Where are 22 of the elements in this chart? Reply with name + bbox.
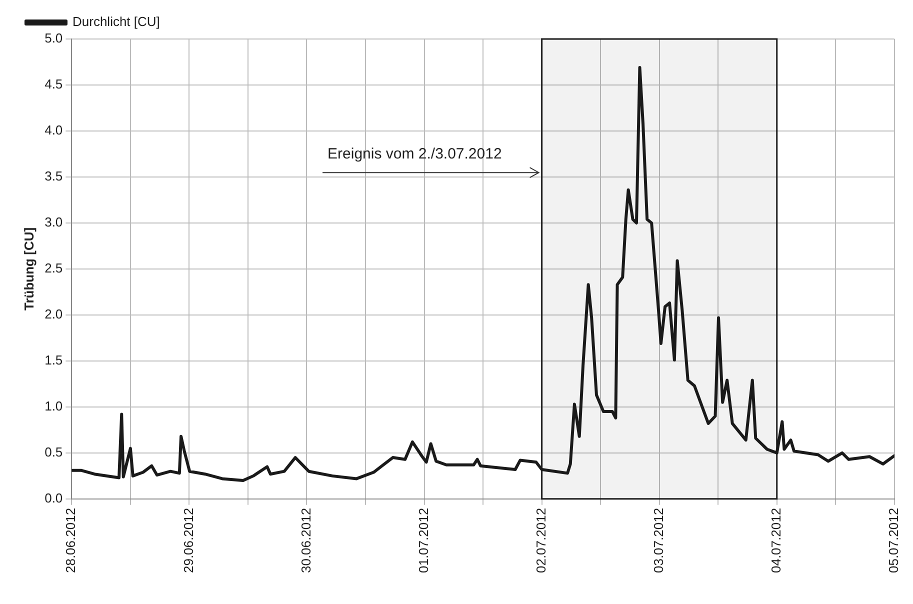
x-tick-label: 02.07.2012 bbox=[533, 508, 548, 574]
x-tick-label: 05.07.2012 bbox=[886, 508, 901, 574]
band-label: Ereignis vom 2./3.07.2012 bbox=[328, 146, 502, 163]
legend-label: Durchlicht [CU] bbox=[72, 14, 160, 30]
y-tick-label: 4.0 bbox=[44, 122, 63, 138]
y-axis-title: Trübung [CU] bbox=[21, 227, 36, 310]
x-tick-label: 01.07.2012 bbox=[416, 508, 431, 574]
y-tick-label: 0.0 bbox=[44, 490, 63, 506]
y-tick-label: 0.5 bbox=[44, 444, 63, 460]
y-tick-label: 5.0 bbox=[44, 30, 63, 46]
y-tick-label: 3.5 bbox=[44, 168, 63, 184]
x-tick-label: 29.06.2012 bbox=[180, 508, 196, 574]
y-tick-label: 1.0 bbox=[44, 398, 63, 414]
y-tick-label: 3.0 bbox=[44, 214, 63, 230]
x-tick-label: 03.07.2012 bbox=[650, 508, 666, 574]
y-tick-label: 4.5 bbox=[44, 76, 63, 92]
x-tick-label: 30.06.2012 bbox=[298, 508, 314, 574]
y-tick-label: 2.5 bbox=[44, 260, 63, 276]
x-tick-label: 04.07.2012 bbox=[768, 508, 784, 574]
y-tick-label: 2.0 bbox=[44, 306, 63, 322]
y-tick-label: 1.5 bbox=[44, 352, 63, 368]
x-tick-label: 28.06.2012 bbox=[63, 508, 78, 574]
